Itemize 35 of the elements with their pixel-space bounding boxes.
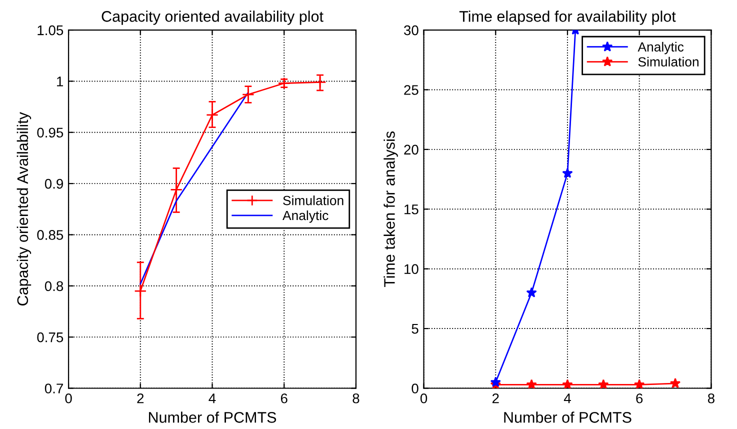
y-tick-label: 20	[404, 144, 418, 155]
y-tick-label: 0.75	[37, 332, 64, 342]
x-tick-label: 2	[137, 393, 144, 404]
x-tick-label: 0	[420, 393, 428, 404]
x-tick-label: 4	[208, 394, 216, 404]
y-tick-label: 0.7	[44, 384, 63, 394]
legend-label: Simulation	[638, 56, 698, 67]
y-tick-label: 30	[404, 25, 418, 36]
x-tick-label: 6	[636, 393, 643, 404]
y-tick-label: 0.9	[44, 178, 64, 189]
x-tick-label: 2	[492, 393, 499, 404]
x-tick-label: 8	[708, 393, 714, 404]
y-tick-label: 5	[412, 324, 418, 334]
y-tick-label: 1.05	[38, 25, 64, 36]
y-tick-label: 0	[412, 384, 418, 394]
y-tick-label: 0.85	[37, 230, 64, 240]
legend-label: Analytic	[282, 210, 328, 223]
y-tick-label: 0.8	[44, 281, 64, 292]
y-tick-label: 10	[404, 264, 418, 274]
chart-title: Capacity oriented availability plot	[102, 10, 324, 25]
chart-title: Time elapsed for availability plot	[459, 10, 676, 25]
x-axis-title: Number of PCMTS	[504, 412, 632, 423]
x-axis-title: Number of PCMTS	[148, 412, 276, 423]
legend-label: Analytic	[638, 42, 684, 54]
x-tick-label: 4	[564, 394, 571, 404]
x-tick-label: 8	[352, 393, 360, 404]
y-tick-label: 1	[57, 76, 64, 86]
y-tick-label: 25	[404, 85, 418, 95]
x-tick-label: 6	[280, 393, 288, 404]
y-tick-label: 15	[404, 204, 418, 214]
x-tick-label: 0	[65, 393, 72, 404]
y-axis-title: Capacity oriented Availability	[16, 112, 32, 306]
y-tick-label: 0.95	[37, 128, 64, 138]
y-axis-title: Time taken for analysis	[384, 131, 398, 288]
legend-label: Simulation	[283, 196, 344, 206]
